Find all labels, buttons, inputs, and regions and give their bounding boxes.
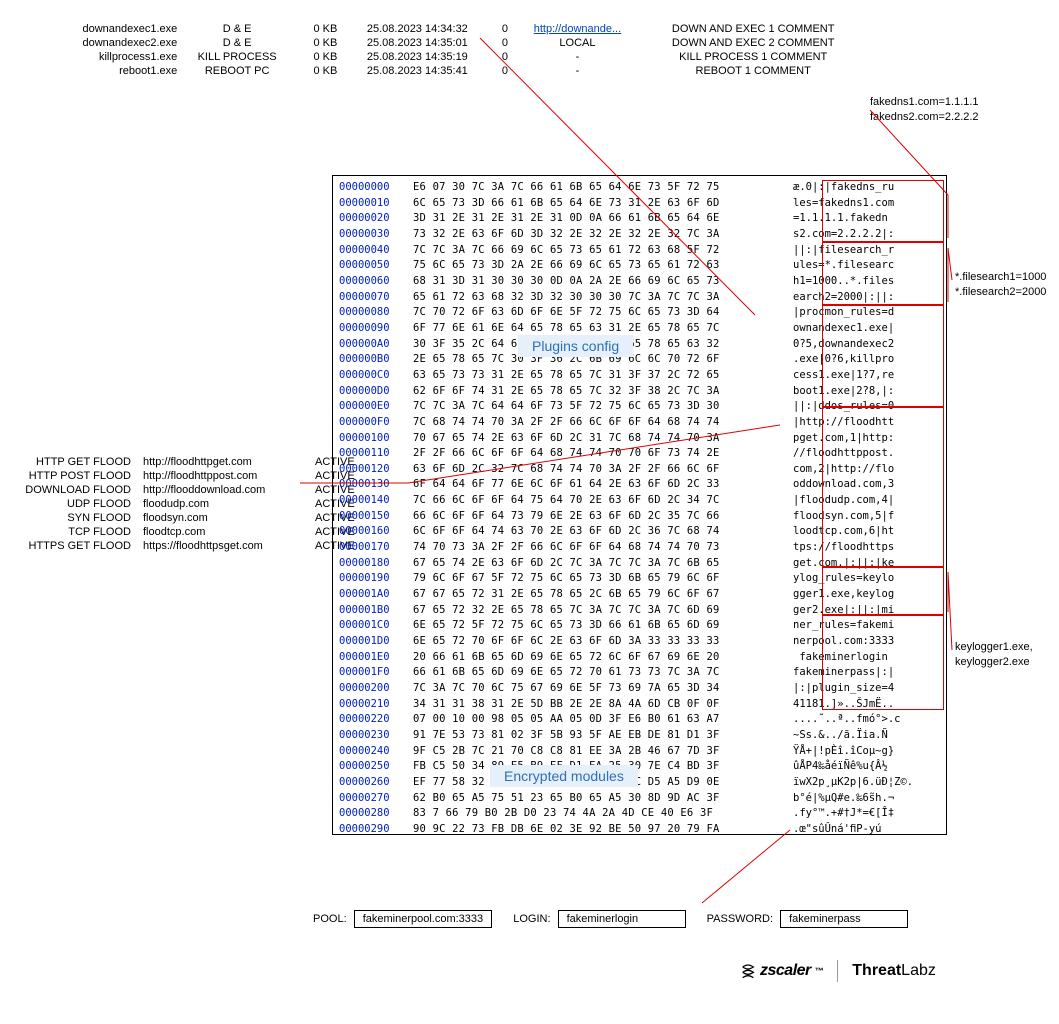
hex-row: 0000023091 7E 53 73 81 02 3F 5B 93 5F AE… [339, 728, 940, 744]
top-table-row: killprocess1.exeKILL PROCESS0 KB25.08.20… [0, 50, 870, 64]
zscaler-text: zscaler [760, 962, 811, 980]
hex-row: 000001102F 2F 66 6C 6F 6F 64 68 74 74 70… [339, 446, 940, 462]
flood-table-row: TCP FLOODfloodtcp.comACTIVE [0, 525, 376, 539]
hex-row: 0000022007 00 10 00 98 05 05 AA 05 0D 3F… [339, 712, 940, 728]
login-label: LOGIN: [513, 913, 550, 925]
hex-row: 0000010070 67 65 74 2E 63 6F 6D 2C 31 7C… [339, 431, 940, 447]
pool-value: fakeminerpool.com:3333 [354, 910, 492, 928]
hex-row: 0000027062 B0 65 A5 75 51 23 65 B0 65 A5… [339, 791, 940, 807]
footer-logo: zscaler ™ ThreatLabz [740, 960, 936, 982]
pool-label: POOL: [313, 913, 347, 925]
annotation-filesearch: *.filesearch1=1000 *.filesearch2=2000 [955, 270, 1046, 300]
hex-row: 0000021034 31 31 38 31 2E 5D BB 2E 2E 8A… [339, 697, 940, 713]
hex-row: 000001C06E 65 72 5F 72 75 6C 65 73 3D 66… [339, 618, 940, 634]
flood-table-row: HTTP POST FLOODhttp://floodhttppost.comA… [0, 469, 376, 483]
flood-table: HTTP GET FLOODhttp://floodhttpget.comACT… [0, 455, 376, 553]
top-table-row: downandexec1.exeD & E0 KB25.08.2023 14:3… [0, 22, 870, 36]
hex-row: 00000260EF 77 58 32 70 B8 53 32 70 6D 37… [339, 775, 940, 791]
hex-row: 000001606C 6F 6F 64 74 63 70 2E 63 6F 6D… [339, 524, 940, 540]
hex-row: 0000012063 6F 6D 2C 32 7C 68 74 74 70 3A… [339, 462, 940, 478]
hex-row: 000001F066 61 6B 65 6D 69 6E 65 72 70 61… [339, 665, 940, 681]
label-encrypted-modules: Encrypted modules [490, 765, 638, 787]
hex-row: 000000106C 65 73 3D 66 61 6B 65 64 6E 73… [339, 196, 940, 212]
top-process-table: downandexec1.exeD & E0 KB25.08.2023 14:3… [0, 22, 870, 78]
hex-row: 000001D06E 65 72 70 6F 6F 6C 2E 63 6F 6D… [339, 634, 940, 650]
hex-row: 000000906F 77 6E 61 6E 64 65 78 65 63 31… [339, 321, 940, 337]
password-value: fakeminerpass [780, 910, 908, 928]
hex-row: 000001306F 64 64 6F 77 6E 6C 6F 61 64 2E… [339, 477, 940, 493]
hex-row: 0000019079 6C 6F 67 5F 72 75 6C 65 73 3D… [339, 571, 940, 587]
hex-row: 000001E020 66 61 6B 65 6D 69 6E 65 72 6C… [339, 650, 940, 666]
hex-row: 000002409F C5 2B 7C 21 70 C8 C8 81 EE 3A… [339, 744, 940, 760]
hex-row: 000001A067 67 65 72 31 2E 65 78 65 2C 6B… [339, 587, 940, 603]
hex-row: 000000807C 70 72 6F 63 6D 6F 6E 5F 72 75… [339, 305, 940, 321]
hex-row: 0000028083 7 66 79 B0 2B D0 23 74 4A 2A … [339, 806, 940, 822]
hex-row: 0000015066 6C 6F 6F 64 73 79 6E 2E 63 6F… [339, 509, 940, 525]
login-value: fakeminerlogin [558, 910, 686, 928]
hex-row: 000000C063 65 73 73 31 2E 65 78 65 7C 31… [339, 368, 940, 384]
flood-table-row: DOWNLOAD FLOODhttp://flooddownload.comAC… [0, 483, 376, 497]
hex-row: 000000F07C 68 74 74 70 3A 2F 2F 66 6C 6F… [339, 415, 940, 431]
hex-row: 0000018067 65 74 2E 63 6F 6D 2C 7C 3A 7C… [339, 556, 940, 572]
hex-row: 000000B02E 65 78 65 7C 30 3F 36 2C 6B 69… [339, 352, 940, 368]
url-link[interactable]: http://downande... [534, 23, 621, 35]
tm-symbol: ™ [815, 966, 824, 976]
hexdump: 00000000E6 07 30 7C 3A 7C 66 61 6B 65 64… [332, 175, 947, 835]
flood-table-row: UDP FLOODfloodudp.comACTIVE [0, 497, 376, 511]
hex-row: 0000003073 32 2E 63 6F 6D 3D 32 2E 32 2E… [339, 227, 940, 243]
miner-credentials: POOL: fakeminerpool.com:3333 LOGIN: fake… [295, 910, 908, 928]
hex-row: 000002007C 3A 7C 70 6C 75 67 69 6E 5F 73… [339, 681, 940, 697]
hex-row: 000000A030 3F 35 2C 64 6F 77 6E 61 6E 64… [339, 337, 940, 353]
password-label: PASSWORD: [707, 913, 773, 925]
logo-separator [837, 960, 838, 982]
hex-row: 000000E07C 7C 3A 7C 64 64 6F 73 5F 72 75… [339, 399, 940, 415]
hex-row: 00000250FB C5 50 34 89 E5 B9 EF D1 EA 25… [339, 759, 940, 775]
flood-table-row: SYN FLOODfloodsyn.comACTIVE [0, 511, 376, 525]
hex-row: 0000007065 61 72 63 68 32 3D 32 30 30 30… [339, 290, 940, 306]
hex-row: 00000000E6 07 30 7C 3A 7C 66 61 6B 65 64… [339, 180, 940, 196]
top-table-row: downandexec2.exeD & E0 KB25.08.2023 14:3… [0, 36, 870, 50]
hex-row: 000001407C 66 6C 6F 6F 64 75 64 70 2E 63… [339, 493, 940, 509]
hex-row: 000000203D 31 2E 31 2E 31 2E 31 0D 0A 66… [339, 211, 940, 227]
hex-row: 000001B067 65 72 32 2E 65 78 65 7C 3A 7C… [339, 603, 940, 619]
zscaler-icon [740, 963, 756, 979]
flood-table-row: HTTPS GET FLOODhttps://floodhttpsget.com… [0, 539, 376, 553]
hex-row: 0000005075 6C 65 73 3D 2A 2E 66 69 6C 65… [339, 258, 940, 274]
top-table-row: reboot1.exeREBOOT PC0 KB25.08.2023 14:35… [0, 64, 870, 78]
hex-row: 000000D062 6F 6F 74 31 2E 65 78 65 7C 32… [339, 384, 940, 400]
hex-row: 0000006068 31 3D 31 30 30 30 0D 0A 2A 2E… [339, 274, 940, 290]
annotation-keylogger: keylogger1.exe, keylogger2.exe [955, 640, 1033, 670]
label-plugins-config: Plugins config [518, 335, 633, 357]
hex-row: 0000017074 70 73 3A 2F 2F 66 6C 6F 6F 64… [339, 540, 940, 556]
threatlabz-logo: ThreatLabz [852, 962, 936, 980]
flood-table-row: HTTP GET FLOODhttp://floodhttpget.comACT… [0, 455, 376, 469]
hex-row: 000000407C 7C 3A 7C 66 69 6C 65 73 65 61… [339, 243, 940, 259]
zscaler-logo: zscaler ™ [740, 962, 823, 980]
hex-row: 0000029090 9C 22 73 FB DB 6E 02 3E 92 BE… [339, 822, 940, 835]
annotation-fakedns: fakedns1.com=1.1.1.1 fakedns2.com=2.2.2.… [870, 95, 979, 125]
